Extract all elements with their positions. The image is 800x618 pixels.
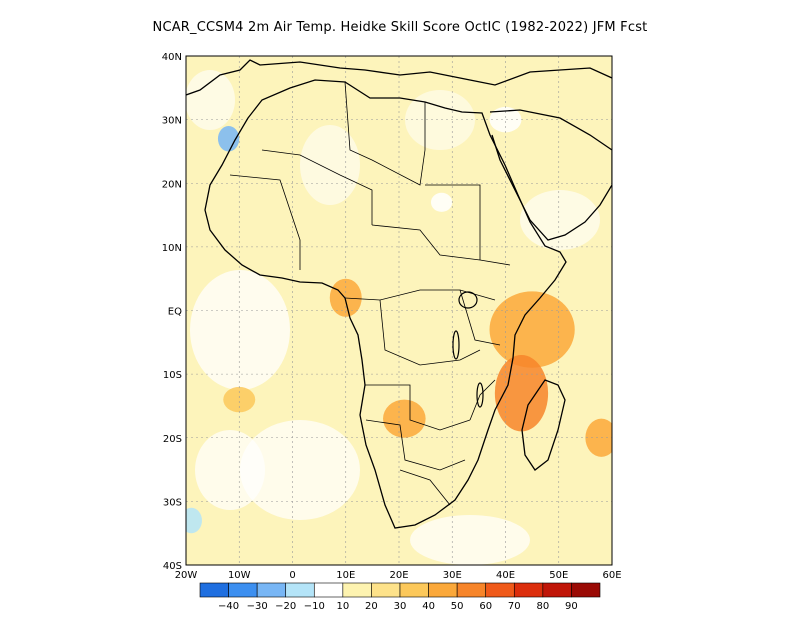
lat-tick-label: 20N bbox=[162, 179, 182, 190]
colorbar-label: 80 bbox=[536, 601, 549, 612]
colorbar-label: 20 bbox=[365, 601, 378, 612]
lon-tick-label: 30E bbox=[443, 570, 462, 581]
grid-lines bbox=[186, 56, 612, 565]
lat-tick-label: 30N bbox=[162, 116, 182, 127]
colorbar-label: 50 bbox=[451, 601, 464, 612]
colorbar-label: −20 bbox=[275, 601, 296, 612]
colorbar-swatch bbox=[513, 582, 544, 598]
lon-tick-label: 0 bbox=[289, 570, 295, 581]
lon-tick-label: 20E bbox=[389, 570, 408, 581]
lat-tick-label: 30S bbox=[163, 497, 182, 508]
lat-tick-label: 10S bbox=[163, 370, 182, 381]
colorbar-swatch bbox=[399, 582, 429, 598]
colorbar-swatch bbox=[428, 582, 458, 598]
lat-tick-label: EQ bbox=[168, 307, 182, 318]
skill-blob bbox=[585, 418, 612, 457]
skill-blob bbox=[489, 106, 522, 133]
colorbar-label: −10 bbox=[304, 601, 325, 612]
europe-coastline bbox=[186, 59, 612, 96]
lon-tick-label: 10E bbox=[336, 570, 355, 581]
skill-blob bbox=[223, 386, 256, 413]
colorbar-label: 40 bbox=[422, 601, 435, 612]
colorbar-label: −40 bbox=[218, 601, 239, 612]
lon-tick-label: 10W bbox=[228, 570, 251, 581]
lon-tick-label: 20W bbox=[175, 570, 198, 581]
colorbar-label: −30 bbox=[247, 601, 268, 612]
country-borders bbox=[229, 81, 511, 506]
colorbar-label: 90 bbox=[565, 601, 578, 612]
lat-tick-label: 40S bbox=[163, 561, 182, 572]
colorbar-label: 70 bbox=[508, 601, 521, 612]
longitude-labels: 20W 10W 0 10E 20E 30E 40E 50E 60E bbox=[175, 570, 622, 581]
colorbar bbox=[199, 582, 601, 598]
colorbar-label: 60 bbox=[479, 601, 492, 612]
coastlines bbox=[186, 59, 612, 529]
colorbar-swatch bbox=[256, 582, 287, 598]
skill-blob bbox=[430, 192, 453, 212]
skill-blob bbox=[489, 291, 575, 368]
colorbar-label: 30 bbox=[394, 601, 407, 612]
skill-blob bbox=[217, 125, 240, 152]
map-title: NCAR_CCSM4 2m Air Temp. Heidke Skill Sco… bbox=[152, 20, 648, 35]
colorbar-swatch bbox=[342, 582, 372, 598]
colorbar-swatch bbox=[371, 582, 401, 598]
africa-coastline bbox=[204, 79, 567, 529]
colorbar-swatch bbox=[285, 582, 315, 598]
colorbar-label: 10 bbox=[336, 601, 349, 612]
madagascar-coastline bbox=[521, 379, 566, 471]
colorbar-labels: −40 −30 −20 −10 10 20 30 40 50 60 70 80 90 bbox=[218, 601, 578, 612]
colorbar-swatch bbox=[456, 582, 487, 598]
lon-tick-label: 40E bbox=[496, 570, 515, 581]
lat-tick-label: 40N bbox=[162, 52, 182, 63]
colorbar-swatch bbox=[542, 582, 572, 598]
colorbar-swatch bbox=[485, 582, 515, 598]
arabia-coastline bbox=[489, 109, 612, 241]
skill-blob bbox=[494, 355, 549, 432]
skill-blob bbox=[383, 399, 426, 438]
plot-frame bbox=[185, 55, 613, 566]
lakes bbox=[452, 291, 484, 408]
skill-blob bbox=[186, 507, 202, 534]
colorbar-swatch bbox=[228, 582, 258, 598]
lat-tick-label: 10N bbox=[162, 243, 182, 254]
colorbar-swatch bbox=[571, 582, 601, 598]
lat-tick-label: 20S bbox=[163, 434, 182, 445]
colorbar-swatch bbox=[199, 582, 229, 598]
lon-tick-label: 50E bbox=[549, 570, 568, 581]
latitude-labels: 40N 30N 20N 10N EQ 10S 20S 30S 40S bbox=[162, 52, 182, 572]
colorbar-swatch bbox=[313, 582, 344, 598]
lon-tick-label: 60E bbox=[602, 570, 621, 581]
